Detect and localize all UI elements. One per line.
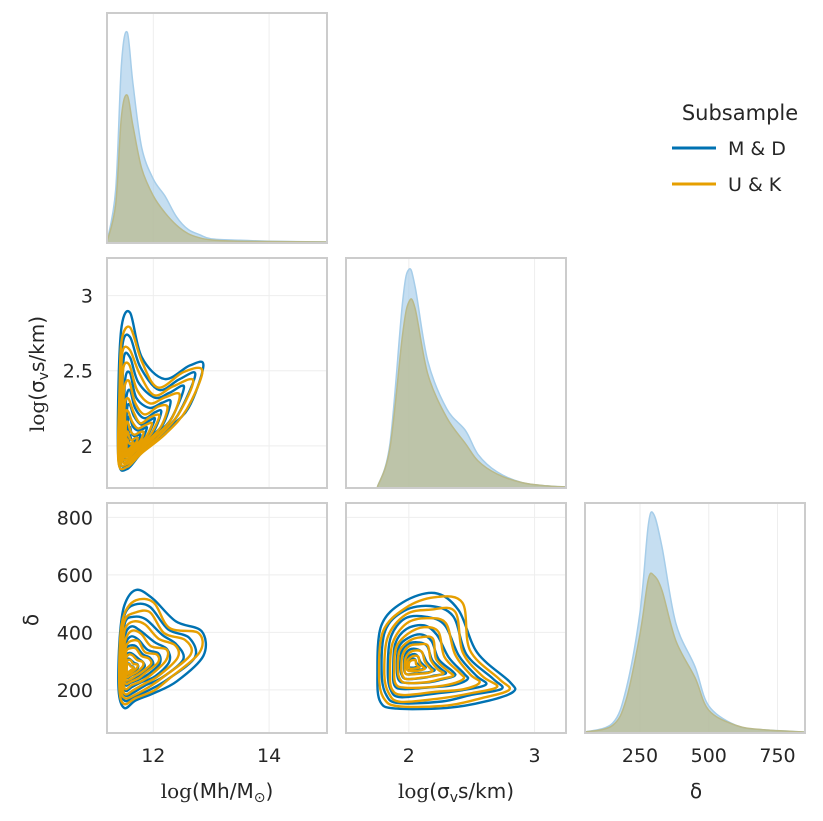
kde-panel-2-xtick-1: 14 (257, 745, 281, 767)
kde-panel-2-frame (106, 502, 328, 734)
diag-panel-1-fill-uk (107, 94, 327, 243)
kde-panel-2-contours (117, 588, 208, 710)
kde-panel-3-contour-uk-3 (388, 616, 481, 697)
diag-panel-2-line-uk (376, 298, 566, 488)
diag-panel-1-line-md (107, 30, 327, 243)
kde-panel-2-contour-uk-7 (124, 653, 145, 679)
xlabel-sigma: log(σvs/km) (398, 779, 514, 806)
kde-panel-2-contour-uk-2 (119, 609, 194, 700)
kde-panel-3-contour-uk-1 (377, 595, 511, 709)
diag-panel-3-frame (584, 502, 806, 734)
xlabel-mh: log(Mh/M⊙) (161, 779, 274, 806)
kde-panel-1-ytick-0: 2 (81, 436, 93, 458)
kde-panel-3-contour-uk-6 (400, 642, 445, 681)
kde-panel-2-contour-uk-3 (120, 620, 181, 696)
kde-panel-1-contour-uk-3 (119, 361, 181, 465)
kde-panel-2-contour-uk-5 (122, 638, 161, 686)
diag-panel-2-xtick-0: 2 (403, 745, 415, 767)
kde-panel-3-contour-uk-8 (405, 654, 427, 673)
kde-panel-1-contour-uk-1 (116, 325, 204, 471)
kde-panel-1-contours (116, 309, 205, 472)
kde-panel-2-xtick-0: 12 (141, 745, 165, 767)
diag-panel-3-xtick-2: 750 (759, 745, 795, 767)
kde-panel-1-ytick-1: 2.5 (63, 361, 93, 383)
diag-panel-2-kde (376, 268, 566, 488)
kde-panel-3-frame (345, 502, 567, 734)
kde-panel-3-contours (376, 591, 517, 711)
diag-panel-3-xtick-1: 500 (691, 745, 727, 767)
kde-panel-1-ytick-2: 3 (81, 286, 93, 308)
legend: Subsample M & D U & K (672, 101, 798, 196)
ylabel-sigma: log(σvs/km) (25, 316, 52, 432)
diag-panel-1-kde (107, 30, 327, 243)
kde-panel-3-contour-md-4 (391, 623, 470, 691)
legend-label-uk: U & K (728, 174, 782, 196)
kde-panel-2-contour-uk-9 (125, 662, 135, 674)
xlabel-delta: δ (690, 779, 702, 803)
kde-panel-3-contour-uk-5 (396, 635, 455, 685)
diag-panel-1-frame (106, 12, 328, 244)
kde-panel-1-contour-uk-4 (121, 379, 169, 462)
kde-panel-1-contour-uk-2 (118, 345, 195, 468)
diag-panel-2-frame (345, 257, 567, 489)
kde-panel-3-contour-md-1 (376, 591, 517, 711)
kde-panel-3-contour-md-2 (380, 604, 504, 705)
diag-panel-3-xtick-0: 250 (622, 745, 658, 767)
diag-panel-2-xtick-1: 3 (529, 745, 541, 767)
kde-panel-1-contour-uk-6 (123, 408, 154, 457)
kde-panel-3-contour-uk-2 (383, 606, 499, 704)
diag-panel-1-line-uk (107, 94, 327, 243)
legend-label-md: M & D (728, 138, 786, 160)
kde-panel-2-contour-uk-8 (124, 658, 139, 676)
diag-panel-3-line-uk (585, 572, 805, 733)
legend-title: Subsample (682, 101, 798, 125)
kde-panel-1-grid (107, 258, 327, 488)
kde-panel-2-ytick-0: 200 (57, 680, 93, 702)
kde-panel-1-contour-uk-9 (125, 438, 135, 452)
ylabel-delta: δ (19, 614, 43, 626)
kde-panel-2-contour-uk-4 (121, 629, 170, 691)
kde-panel-3-contour-uk-7 (403, 649, 434, 676)
kde-panel-2-ytick-1: 400 (57, 622, 93, 644)
kde-panel-2-contour-uk-1 (117, 597, 204, 706)
kde-panel-2-contour-md-1 (117, 588, 208, 710)
diag-panel-3-kde (585, 511, 805, 733)
kde-panel-3-contour-uk-4 (392, 625, 466, 690)
kde-panel-2-contour-uk-6 (123, 646, 153, 682)
kde-panel-3-contour-uk-9 (407, 658, 421, 671)
kde-panel-1-frame (106, 257, 328, 489)
kde-panel-2-ytick-2: 600 (57, 565, 93, 587)
kde-panel-3-contour-md-3 (386, 614, 488, 699)
kde-panel-2-ytick-3: 800 (57, 507, 93, 529)
diag-panel-3-fill-uk (585, 573, 805, 732)
diag-panel-2-fill-uk (377, 298, 566, 487)
